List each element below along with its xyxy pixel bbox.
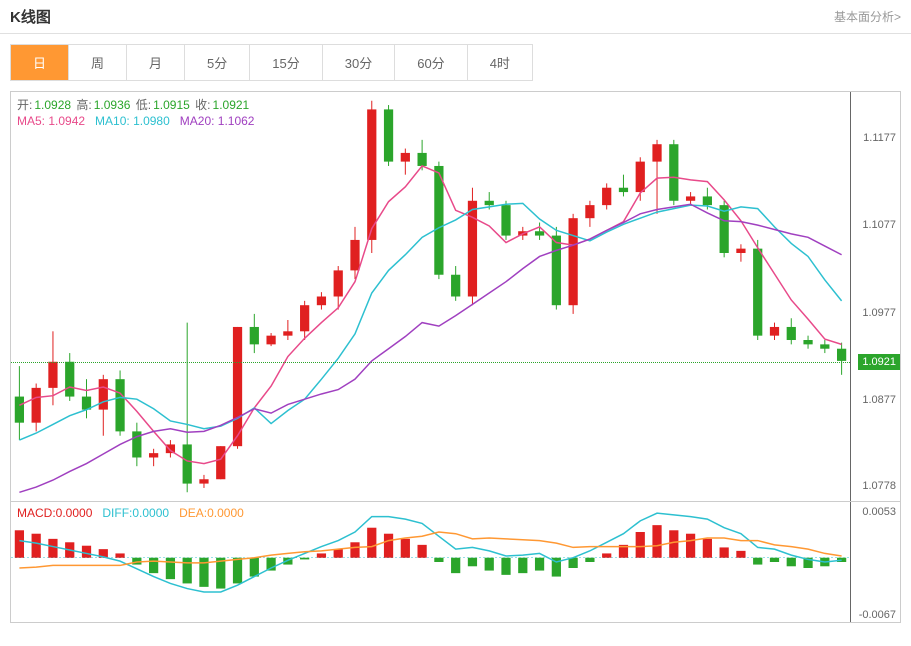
- timeframe-tab[interactable]: 日: [11, 45, 69, 80]
- macd-chart[interactable]: MACD:0.0000DIFF:0.0000DEA:0.0000 -0.0067…: [11, 502, 900, 622]
- ma-readout: MA5: 1.0942MA10: 1.0980MA20: 1.1062: [17, 114, 264, 128]
- timeframe-tab[interactable]: 4时: [468, 45, 532, 80]
- chart-header: K线图 基本面分析>: [0, 0, 911, 34]
- ohlc-readout: 开:1.0928 高:1.0936 低:1.0915 收:1.0921: [17, 96, 251, 113]
- timeframe-tab[interactable]: 5分: [185, 45, 250, 80]
- timeframe-tab[interactable]: 15分: [250, 45, 322, 80]
- timeframe-tab[interactable]: 30分: [323, 45, 395, 80]
- chart-title: K线图: [10, 6, 51, 27]
- timeframe-tab[interactable]: 月: [127, 45, 185, 80]
- macd-readout: MACD:0.0000DIFF:0.0000DEA:0.0000: [17, 506, 254, 520]
- price-axis: 1.07781.08771.09771.10771.11771.0921: [850, 92, 900, 501]
- analysis-link[interactable]: 基本面分析>: [834, 8, 901, 25]
- chart-container: 开:1.0928 高:1.0936 低:1.0915 收:1.0921 MA5:…: [10, 91, 901, 623]
- timeframe-tab[interactable]: 60分: [395, 45, 467, 80]
- candlestick-chart[interactable]: 开:1.0928 高:1.0936 低:1.0915 收:1.0921 MA5:…: [11, 92, 900, 502]
- macd-axis: -0.00670.0053: [850, 502, 900, 622]
- timeframe-tabs: 日周月5分15分30分60分4时: [10, 44, 533, 81]
- timeframe-tab[interactable]: 周: [69, 45, 127, 80]
